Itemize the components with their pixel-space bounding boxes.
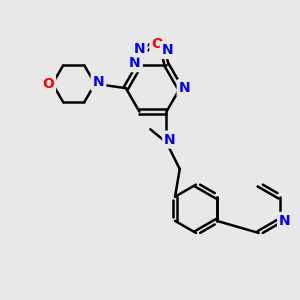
Text: N: N xyxy=(129,56,141,70)
Text: N: N xyxy=(162,43,173,57)
Text: N: N xyxy=(178,81,190,95)
Text: N: N xyxy=(279,214,291,228)
Text: N: N xyxy=(93,75,104,89)
Text: O: O xyxy=(42,77,54,91)
Text: O: O xyxy=(152,38,163,51)
Text: N: N xyxy=(164,133,176,147)
Text: N: N xyxy=(134,42,146,56)
